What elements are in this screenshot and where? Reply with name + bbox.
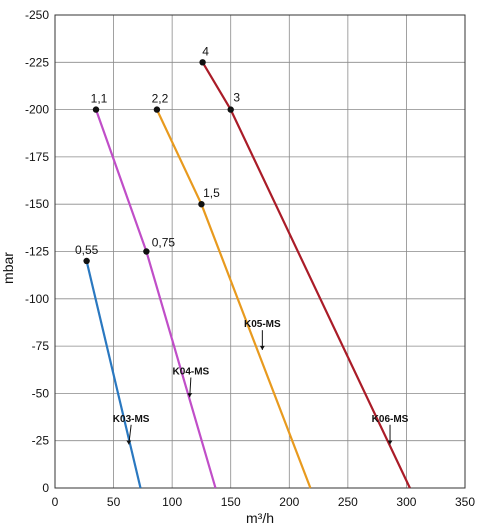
curve-label: K05-MS: [244, 319, 281, 330]
curve-point: [198, 201, 205, 208]
y-tick-label: -175: [25, 150, 49, 164]
curve-label-arrowhead: [126, 440, 132, 445]
point-label: 1,1: [91, 92, 108, 106]
curve-label-arrowhead: [387, 440, 393, 445]
x-tick-label: 200: [279, 495, 299, 509]
x-axis-title: m³/h: [246, 510, 274, 526]
curve-point: [143, 248, 150, 255]
x-tick-label: 100: [162, 495, 182, 509]
tick-labels: 0 50 100 150 200 250 300 350 0 -25 -50 -75 -100 -125 -…: [25, 8, 475, 509]
markers: 0,55 0,75 1,1 1,5 2,2 3 4 K03-MS K04-MS K05-MS K06…: [75, 44, 409, 445]
point-label: 0,75: [152, 236, 176, 250]
x-tick-label: 150: [221, 495, 241, 509]
y-tick-label: -50: [32, 386, 50, 400]
curve-point: [153, 106, 161, 113]
curve-point: [92, 106, 100, 113]
curve-k03-ms: [85, 260, 142, 489]
x-tick-label: 0: [52, 495, 59, 509]
y-tick-label: -75: [32, 339, 50, 353]
x-tick-label: 300: [396, 495, 416, 509]
plot-frame: [54, 14, 466, 489]
grid: [54, 14, 466, 489]
point-label: 1,5: [203, 186, 220, 200]
point-label: 0,55: [75, 243, 99, 257]
y-tick-label: -200: [25, 103, 49, 117]
y-tick-label: -250: [25, 8, 49, 22]
y-tick-label: 0: [42, 481, 49, 495]
y-tick-label: -125: [25, 245, 49, 259]
curve-label: K04-MS: [173, 366, 210, 377]
curve-point: [227, 106, 234, 113]
curve-label: K03-MS: [113, 414, 150, 425]
curve-point: [199, 59, 206, 66]
x-tick-label: 50: [107, 495, 121, 509]
point-label: 2,2: [152, 92, 169, 106]
y-tick-label: -100: [25, 292, 49, 306]
curve-label: K06-MS: [372, 414, 409, 425]
point-label: 3: [233, 91, 240, 105]
y-tick-label: -25: [32, 434, 50, 448]
y-tick-label: -150: [25, 197, 49, 211]
y-tick-label: -225: [25, 55, 49, 69]
y-axis-title: mbar: [0, 252, 16, 284]
x-tick-label: 350: [455, 495, 475, 509]
point-label: 4: [202, 44, 209, 58]
curve-point: [83, 257, 90, 265]
curve-label-arrowhead: [259, 345, 265, 350]
x-tick-label: 250: [338, 495, 358, 509]
curve-label-arrowhead: [187, 393, 193, 398]
